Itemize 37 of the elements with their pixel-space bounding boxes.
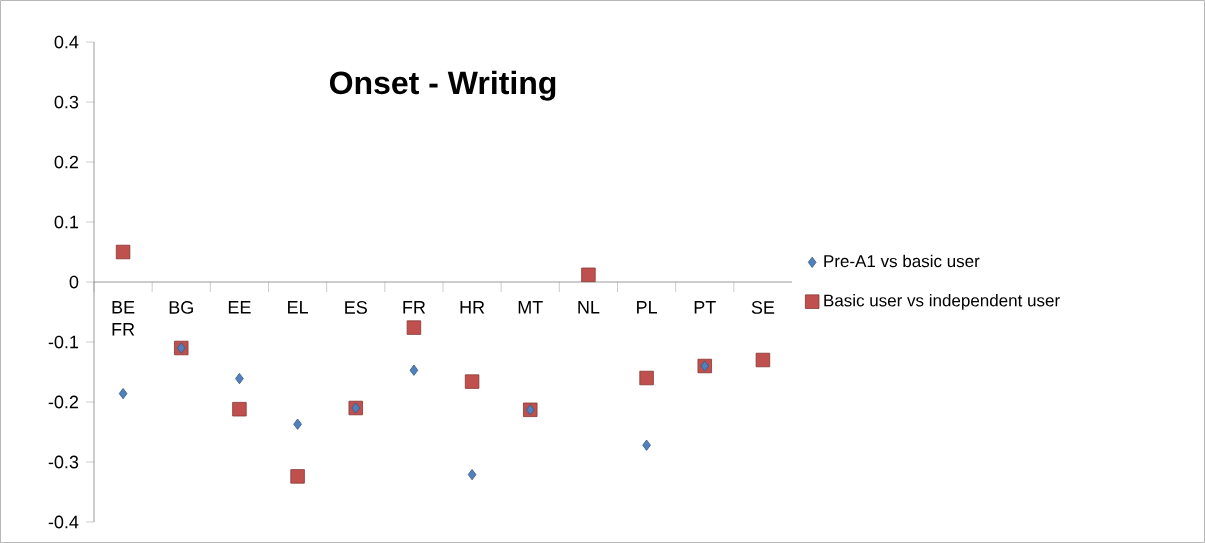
y-tick-label: 0.2 <box>54 155 79 169</box>
point <box>293 418 302 430</box>
point <box>467 469 477 481</box>
y-tick-label: 0 <box>69 275 79 289</box>
point <box>755 352 771 368</box>
point <box>115 244 131 260</box>
point <box>639 370 654 386</box>
y-tick-label: 0.3 <box>54 95 79 109</box>
legend-label: Basic user vs independent user <box>824 294 1060 310</box>
x-tick-label: NL <box>578 301 600 314</box>
point <box>406 320 422 335</box>
y-tick-label: 0.1 <box>54 215 79 229</box>
point <box>290 469 305 484</box>
point <box>581 267 596 283</box>
y-tick-label: 0.4 <box>54 35 79 49</box>
x-tick-label: BG <box>169 301 193 314</box>
legend-label: Pre-A1 vs basic user <box>824 254 980 268</box>
point <box>118 388 128 400</box>
x-tick-label: EE <box>228 301 251 314</box>
text: Onset - Writing <box>329 70 556 101</box>
x-tick-label: HR <box>460 301 485 314</box>
x-tick-label: MT <box>518 301 543 314</box>
point <box>232 402 247 417</box>
x-tick-label: PT <box>694 301 716 314</box>
y-tick-label: -0.2 <box>48 395 79 409</box>
point <box>409 364 419 376</box>
point <box>464 374 480 389</box>
x-tick-label: BE FR <box>112 301 135 336</box>
x-tick-label: PL <box>637 301 657 314</box>
x-tick-label: EL <box>288 301 308 314</box>
y-tick-label: -0.4 <box>48 515 79 529</box>
x-tick-label: SE <box>751 301 775 314</box>
y-tick-label: -0.3 <box>48 455 79 469</box>
y-tick-label: -0.1 <box>48 335 79 349</box>
x-tick-label: FR <box>403 301 426 314</box>
point <box>235 373 244 385</box>
x-tick-label: ES <box>345 301 367 314</box>
